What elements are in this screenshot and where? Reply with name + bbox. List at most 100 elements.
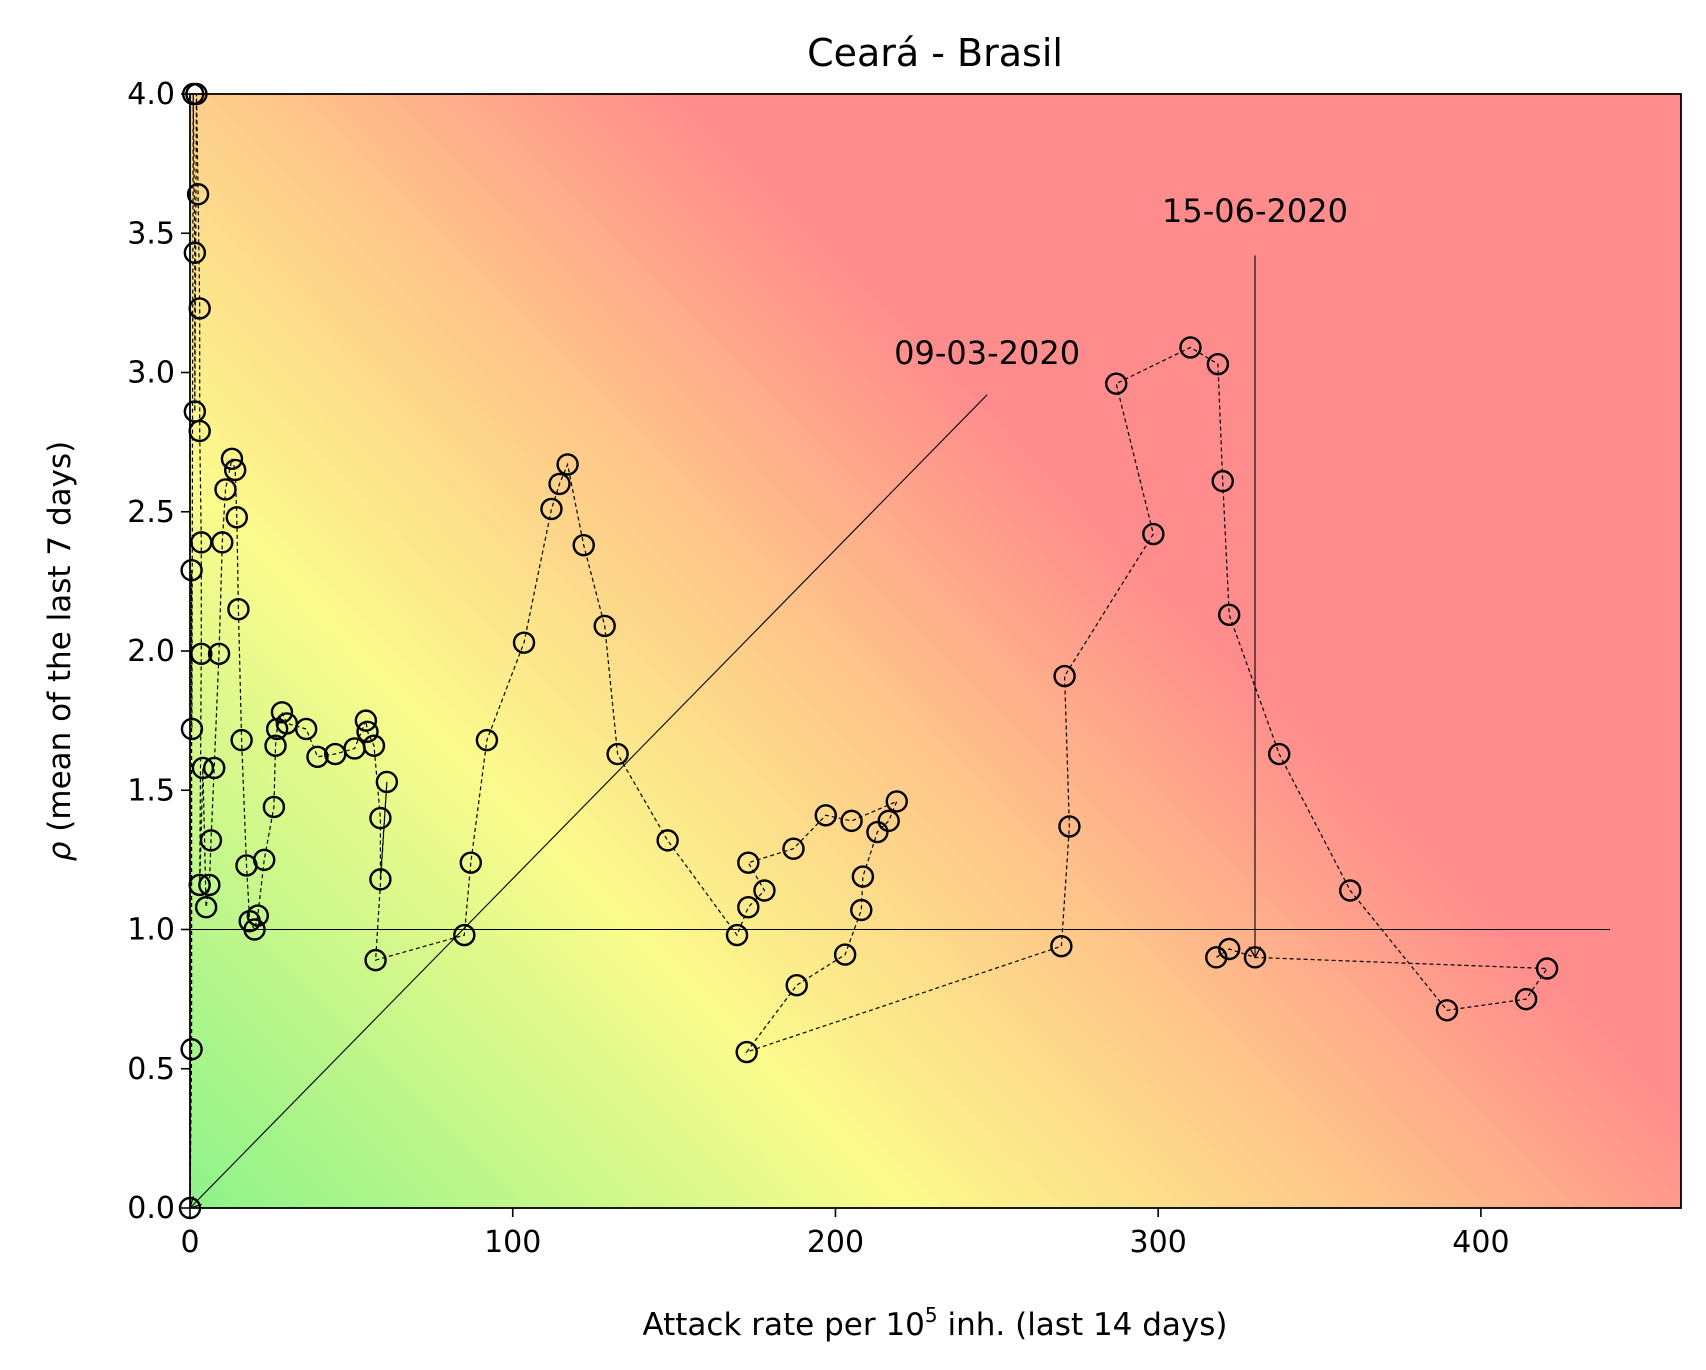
data-point	[214, 478, 237, 501]
data-point	[1243, 946, 1267, 969]
y-tick-label: 2.5	[127, 495, 175, 530]
data-point	[227, 598, 250, 621]
data-point	[246, 904, 269, 927]
data-point	[1142, 522, 1165, 546]
data-point	[198, 873, 221, 897]
data-point	[262, 795, 286, 819]
data-point	[183, 241, 207, 264]
data-point	[1211, 469, 1234, 493]
data-point	[203, 756, 226, 780]
data-point	[354, 709, 378, 732]
data-point	[785, 974, 808, 997]
data-point	[1053, 664, 1076, 688]
data-point	[656, 829, 679, 852]
x-tick-label: 100	[484, 1225, 541, 1260]
data-point	[1205, 946, 1228, 969]
data-point	[1179, 336, 1202, 359]
x-axis-label-sup: 5	[925, 1303, 938, 1327]
y-tick-label: 2.0	[127, 634, 175, 669]
x-tick-label: 0	[180, 1225, 199, 1260]
y-tick-label: 0.0	[127, 1191, 175, 1226]
data-point	[1217, 603, 1241, 626]
data-point	[866, 820, 889, 844]
y-tick-label: 3.5	[127, 216, 175, 251]
data-point	[306, 745, 329, 769]
y-axis-label-rest: (mean of the last 7 days)	[42, 441, 78, 842]
data-point	[850, 898, 873, 922]
x-axis: 0 100 200 300 400	[180, 1208, 1510, 1260]
y-tick-label: 0.5	[127, 1052, 175, 1087]
data-point	[735, 1040, 758, 1064]
y-axis: 0.0 0.5 1.0 1.5 2.0 2.5 3.0 3.5 4.0	[127, 77, 190, 1226]
y-tick-label: 1.5	[127, 773, 175, 808]
data-point	[211, 531, 234, 554]
data-point	[833, 943, 857, 966]
data-point	[1058, 815, 1081, 838]
data-point	[572, 533, 595, 557]
x-tick-label: 200	[807, 1225, 864, 1260]
data-point	[180, 1038, 203, 1061]
data-point	[840, 809, 863, 833]
x-axis-label-rest: inh. (last 14 days)	[938, 1307, 1228, 1343]
data-point	[362, 734, 386, 757]
annotation-arrow	[190, 394, 988, 1208]
x-axis-label-base: Attack rate per 10	[642, 1307, 924, 1343]
series-group	[178, 82, 1559, 1220]
data-point	[1435, 999, 1459, 1022]
data-point	[264, 734, 287, 757]
data-point	[459, 851, 482, 874]
y-tick-label: 4.0	[127, 77, 175, 112]
y-tick-label: 3.0	[127, 356, 175, 391]
data-point	[737, 851, 760, 874]
data-point	[186, 183, 210, 206]
series-line	[189, 93, 1549, 1209]
x-tick-label: 400	[1452, 1225, 1509, 1260]
plot-background	[190, 94, 1681, 1208]
y-axis-label-rho: ρ	[42, 841, 78, 861]
data-point	[1268, 742, 1291, 766]
data-point	[737, 896, 760, 919]
annotations-group: 09-03-2020 15-06-2020	[190, 192, 1348, 1208]
data-point	[180, 717, 204, 741]
data-point	[253, 848, 276, 872]
data-point	[199, 829, 223, 852]
data-point	[225, 506, 248, 529]
data-point	[885, 790, 908, 813]
data-point	[1535, 957, 1559, 980]
data-point	[512, 631, 536, 654]
data-point	[191, 756, 215, 780]
data-point	[725, 923, 749, 947]
data-point	[369, 806, 392, 830]
data-point	[1514, 987, 1538, 1011]
data-point	[375, 770, 399, 794]
data-point	[814, 804, 837, 827]
data-point	[1339, 879, 1362, 902]
data-point	[270, 701, 294, 724]
data-point	[356, 720, 379, 743]
data-point	[556, 453, 579, 476]
data-point	[230, 728, 253, 752]
data-point	[453, 923, 476, 947]
x-axis-label: Attack rate per 105 inh. (last 14 days)	[642, 1303, 1227, 1343]
y-tick-label: 1.0	[127, 913, 175, 948]
data-point	[851, 865, 875, 888]
data-point	[364, 948, 387, 972]
data-point	[190, 642, 213, 665]
data-point	[753, 879, 776, 902]
data-point	[180, 559, 203, 582]
data-point	[1206, 352, 1230, 376]
data-point	[475, 728, 499, 752]
data-point	[782, 837, 805, 860]
data-point	[1105, 372, 1128, 395]
data-point	[207, 642, 231, 665]
data-point	[369, 868, 392, 891]
data-point	[548, 472, 571, 496]
data-point	[223, 458, 247, 482]
data-point	[243, 918, 266, 941]
data-point	[220, 447, 244, 471]
data-point	[593, 614, 616, 638]
data-point	[877, 809, 900, 833]
data-point	[540, 497, 563, 521]
x-tick-label: 300	[1130, 1225, 1187, 1260]
